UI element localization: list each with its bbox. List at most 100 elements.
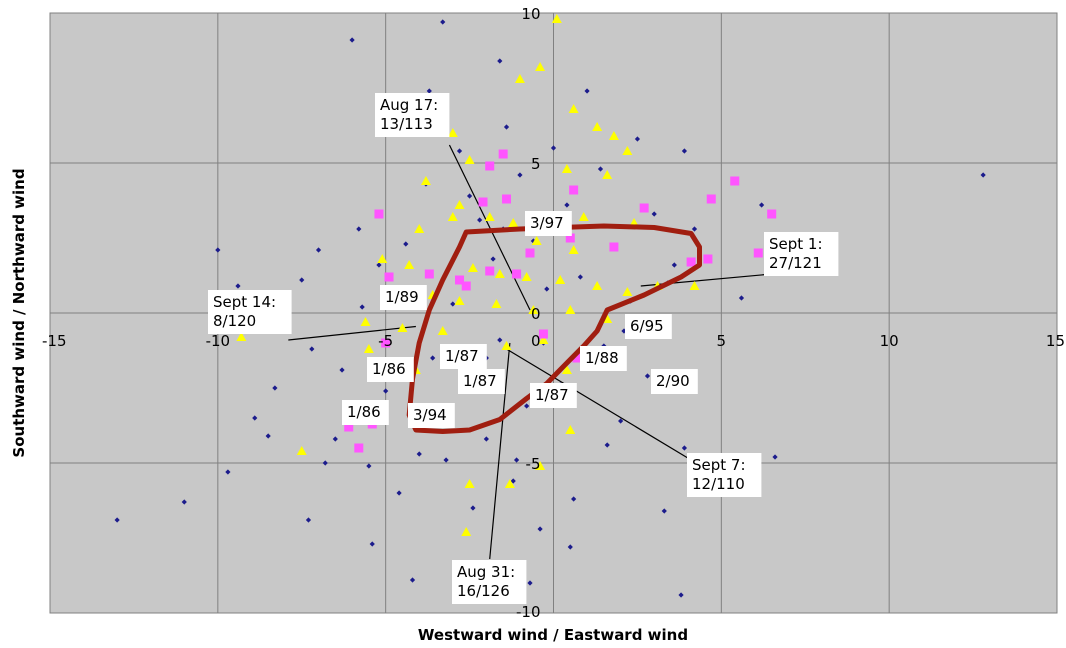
yellow-triangle-point [592, 281, 603, 290]
magenta-square-point [478, 197, 488, 207]
navy-diamond-point [403, 241, 409, 247]
magenta-square-point [565, 233, 575, 243]
magenta-square-point [354, 443, 364, 453]
annotation-label: Sept 7:12/110 [687, 453, 762, 497]
navy-diamond-point [618, 418, 624, 424]
navy-diamond-point [681, 148, 688, 154]
yellow-triangle-point [397, 323, 408, 332]
navy-diamond-point [571, 496, 577, 502]
yellow-triangle-point [461, 527, 472, 536]
annotation-label-box [380, 285, 427, 310]
yellow-triangle-point [467, 263, 478, 272]
annotation-label-text: 1/88 [585, 349, 619, 367]
navy-diamond-point [671, 262, 677, 268]
magenta-square-point [498, 149, 508, 159]
annotation-label-text: 27/121 [769, 254, 822, 272]
magenta-square-point [609, 242, 619, 252]
navy-diamond-point [359, 304, 365, 310]
navy-diamond-point [564, 202, 570, 208]
leader-line [448, 144, 531, 311]
magenta-square-point [485, 161, 495, 171]
yellow-triangle-point [538, 335, 549, 344]
yellow-triangle-point [454, 200, 465, 209]
navy-diamond-point [577, 274, 583, 280]
annotation-label: Sept 14:8/120 [208, 290, 292, 334]
annotation-label: 1/87 [458, 369, 505, 394]
yellow-triangle-point [501, 341, 512, 350]
annotation-label-box [208, 290, 292, 334]
yellow-triangle-point [437, 326, 448, 335]
yellow-triangle-point [561, 164, 572, 173]
navy-diamond-point [490, 256, 496, 262]
yellow-triangle-point [535, 62, 546, 71]
annotation-label-box [651, 369, 698, 394]
yellow-triangle-point [360, 317, 371, 326]
annotation-label-text: 16/126 [457, 582, 510, 600]
annotation-label: 3/97 [525, 211, 572, 236]
navy-diamond-point [597, 166, 604, 172]
navy-diamond-point [759, 202, 765, 208]
yellow-triangle-point [484, 212, 495, 221]
yellow-triangle-point [464, 479, 475, 488]
navy-diamond-point [772, 454, 778, 460]
navy-diamond-point [550, 145, 557, 151]
yellow-triangle-point [514, 74, 525, 83]
annotation-label-box [687, 453, 762, 497]
navy-diamond-point [114, 517, 120, 523]
navy-diamond-point [396, 490, 402, 496]
navy-diamond-point [621, 328, 627, 334]
navy-diamond-point [567, 544, 573, 550]
magenta-square-point [461, 281, 471, 291]
yellow-triangle-point [464, 155, 475, 164]
contour-curve [406, 223, 702, 434]
yellow-triangle-point [420, 176, 431, 185]
navy-diamond-point [349, 37, 355, 43]
magenta-square-point [512, 269, 522, 279]
navy-diamond-point [544, 286, 550, 292]
y-tick-label: -5 [526, 455, 541, 473]
navy-diamond-point [503, 124, 510, 130]
magenta-square-point [753, 248, 763, 258]
yellow-triangle-point [622, 287, 633, 296]
navy-diamond-point [661, 508, 667, 514]
annotation-label-box [530, 383, 577, 408]
magenta-square-point [706, 194, 716, 204]
navy-diamond-point [426, 88, 432, 94]
navy-diamond-point [483, 436, 489, 442]
magenta-square-point [424, 269, 434, 279]
annotation-label-box [452, 560, 527, 604]
navy-diamond-point [339, 367, 345, 373]
annotation-label: 2/90 [651, 369, 698, 394]
navy-diamond-point [332, 436, 338, 442]
navy-diamond-point [497, 337, 503, 343]
navy-diamond-point [315, 247, 322, 253]
annotation-label-text: Aug 17: [380, 96, 438, 114]
navy-diamond-point [450, 301, 456, 307]
navy-diamond-point [738, 295, 745, 301]
annotation-label: 1/87 [440, 344, 487, 369]
yellow-triangle-point [555, 275, 566, 284]
navy-diamond-point [416, 451, 422, 457]
navy-diamond-point [443, 457, 449, 463]
annotation-label-text: 3/94 [413, 406, 447, 424]
navy-diamond-point [456, 148, 463, 154]
annotation-label-text: 3/97 [530, 214, 564, 232]
yellow-triangle-point [377, 254, 388, 263]
magenta-square-point [703, 254, 713, 264]
magenta-square-point [767, 209, 777, 219]
annotation-label: 1/87 [530, 383, 577, 408]
navy-diamond-point [309, 346, 315, 352]
origin-tick-label: 0 [531, 332, 541, 350]
annotation-label-box [375, 93, 450, 137]
x-tick-label: 5 [717, 332, 727, 350]
x-tick-label: 10 [880, 332, 899, 350]
navy-diamond-point [497, 58, 503, 64]
annotation-label-box [580, 346, 627, 371]
navy-diamond-point [299, 277, 305, 283]
annotation-label-box [625, 314, 672, 339]
annotation-label-box [458, 369, 505, 394]
magenta-square-point [374, 209, 384, 219]
annotation-label: 1/86 [367, 357, 414, 382]
